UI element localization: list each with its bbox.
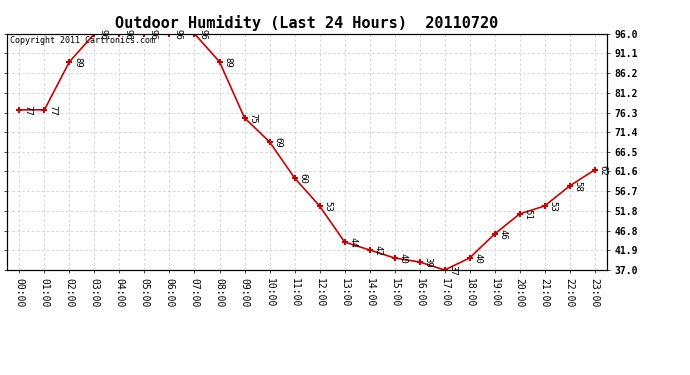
- Text: 96: 96: [99, 29, 108, 40]
- Text: 53: 53: [324, 201, 333, 212]
- Text: 37: 37: [448, 266, 457, 276]
- Text: 96: 96: [148, 29, 157, 40]
- Text: 51: 51: [524, 209, 533, 220]
- Text: 89: 89: [74, 57, 83, 68]
- Text: 40: 40: [399, 254, 408, 264]
- Text: 53: 53: [549, 201, 558, 212]
- Text: 77: 77: [23, 105, 32, 116]
- Text: 96: 96: [124, 29, 132, 40]
- Text: 77: 77: [48, 105, 57, 116]
- Text: 58: 58: [574, 182, 583, 192]
- Text: 96: 96: [174, 29, 183, 40]
- Text: 40: 40: [474, 254, 483, 264]
- Text: 62: 62: [599, 165, 608, 176]
- Text: 39: 39: [424, 257, 433, 268]
- Text: 42: 42: [374, 245, 383, 256]
- Text: 69: 69: [274, 137, 283, 148]
- Text: 60: 60: [299, 173, 308, 184]
- Text: 75: 75: [248, 113, 257, 124]
- Text: 46: 46: [499, 230, 508, 240]
- Text: 96: 96: [199, 29, 208, 40]
- Text: 44: 44: [348, 237, 357, 248]
- Text: Copyright 2011 Cartronics.com: Copyright 2011 Cartronics.com: [10, 36, 155, 45]
- Title: Outdoor Humidity (Last 24 Hours)  20110720: Outdoor Humidity (Last 24 Hours) 2011072…: [115, 15, 499, 31]
- Text: 89: 89: [224, 57, 233, 68]
